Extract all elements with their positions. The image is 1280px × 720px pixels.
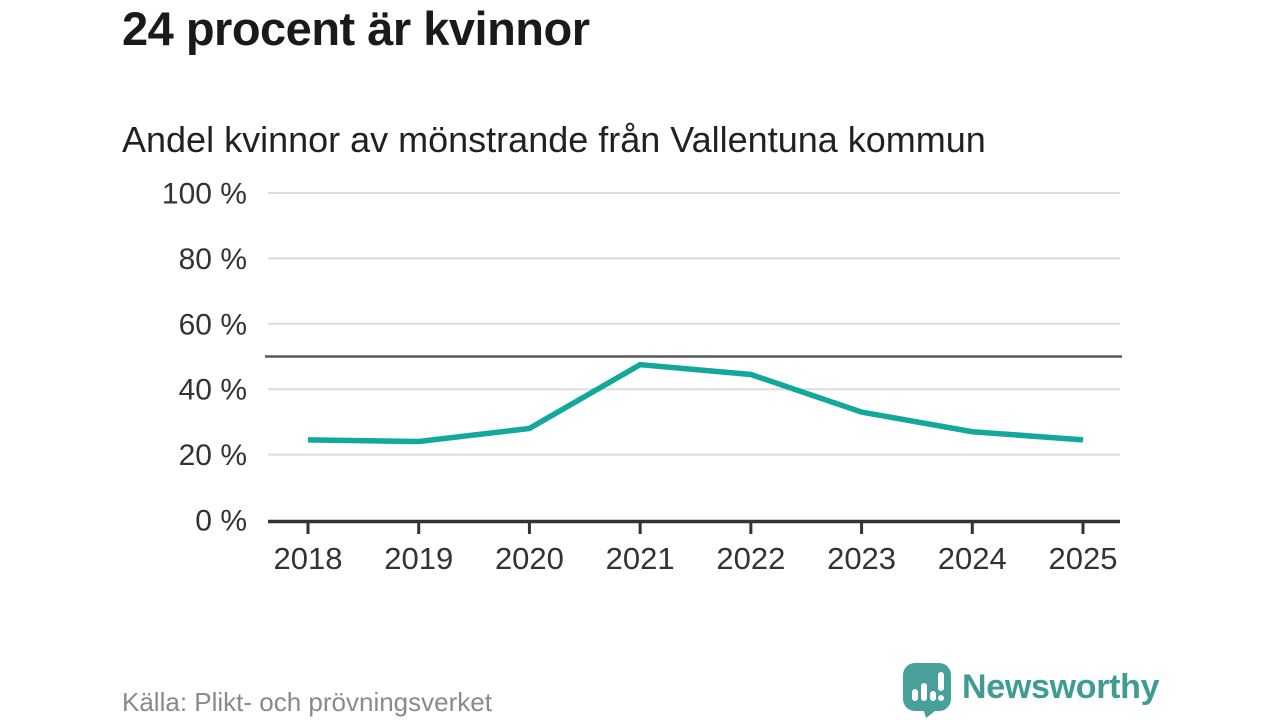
x-axis-tick-label: 2020	[495, 541, 564, 576]
x-axis-tick-label: 2024	[938, 541, 1007, 576]
y-axis-tick-label: 80 %	[179, 243, 247, 276]
newsworthy-logo-text: Newsworthy	[962, 668, 1160, 706]
y-axis-tick-label: 20 %	[179, 439, 247, 472]
source-note: Källa: Plikt- och prövningsverket	[122, 687, 492, 717]
x-axis-tick-label: 2023	[827, 541, 896, 576]
y-axis-tick-label: 100 %	[162, 178, 247, 211]
x-axis-tick-label: 2021	[606, 541, 675, 576]
x-axis-tick-label: 2025	[1049, 541, 1118, 576]
y-axis-tick-label: 60 %	[179, 308, 247, 341]
x-axis-tick-label: 2018	[274, 541, 343, 576]
newsworthy-logo: Newsworthy	[901, 661, 1160, 718]
x-axis-tick-label: 2019	[384, 541, 453, 576]
chart-subtitle: Andel kvinnor av mönstrande från Vallent…	[122, 119, 986, 160]
y-axis-tick-label: 40 %	[179, 374, 247, 407]
x-axis-tick-label: 2022	[716, 541, 785, 576]
y-axis-tick-label: 0 %	[195, 505, 247, 538]
page-title: 24 procent är kvinnor	[122, 2, 590, 55]
newsworthy-logo-icon	[903, 663, 951, 718]
series-line	[307, 361, 1084, 445]
